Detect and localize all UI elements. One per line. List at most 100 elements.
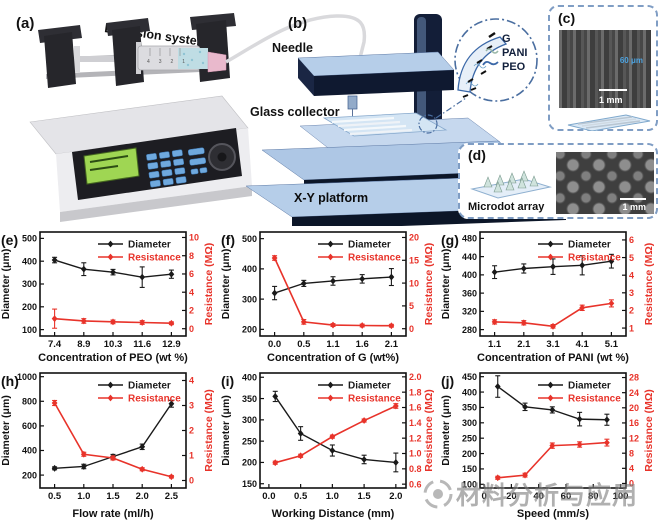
scale-bar [599, 89, 627, 91]
inset-legend-peo: PEO [502, 61, 526, 73]
svg-text:(h): (h) [1, 373, 19, 389]
needle [347, 95, 358, 110]
printed-lines-illustration [567, 114, 651, 131]
svg-text:0.6: 0.6 [409, 479, 422, 489]
svg-text:2: 2 [629, 306, 634, 316]
svg-text:1.6: 1.6 [409, 403, 422, 413]
svg-text:10: 10 [189, 233, 199, 243]
svg-text:8.9: 8.9 [77, 339, 90, 350]
svg-text:1.1: 1.1 [488, 339, 502, 350]
extrusion-system-schematic: (a) Extrusion system [16, 13, 367, 222]
svg-text:360: 360 [462, 288, 477, 298]
svg-text:2.0: 2.0 [389, 491, 402, 502]
svg-text:(e): (e) [1, 232, 18, 248]
svg-text:0: 0 [189, 476, 194, 486]
svg-text:Resistance (MΩ): Resistance (MΩ) [423, 243, 435, 326]
svg-text:400: 400 [242, 264, 257, 274]
schematic-illustration: (a) Extrusion system [16, 13, 567, 230]
svg-text:80: 80 [588, 491, 599, 502]
panel-b-letter: (b) [288, 15, 307, 32]
g-flake-icon [488, 31, 496, 39]
svg-text:800: 800 [22, 396, 37, 406]
svg-text:250: 250 [242, 436, 257, 446]
svg-text:500: 500 [242, 234, 257, 244]
svg-text:1: 1 [189, 451, 194, 461]
panel-d: (d) Microdot array 1 mm [458, 143, 658, 219]
svg-text:(j): (j) [441, 373, 454, 389]
svg-text:2: 2 [189, 426, 194, 436]
svg-text:2.5: 2.5 [165, 491, 179, 502]
svg-text:Diameter (μm): Diameter (μm) [220, 395, 232, 466]
svg-text:300: 300 [242, 294, 257, 304]
scale-bar-label: 1 mm [599, 95, 623, 105]
svg-text:(f): (f) [221, 232, 235, 248]
svg-text:200: 200 [22, 302, 37, 312]
svg-text:Resistance: Resistance [128, 394, 181, 405]
svg-text:Diameter: Diameter [128, 240, 171, 251]
svg-text:3.1: 3.1 [546, 339, 560, 350]
svg-text:2.0: 2.0 [409, 372, 422, 382]
svg-text:0.8: 0.8 [409, 464, 422, 474]
inset-legend-pani: PANI [502, 47, 527, 59]
svg-text:100: 100 [613, 491, 629, 502]
svg-text:Resistance: Resistance [128, 253, 181, 264]
inset-legend-g: G [502, 33, 511, 45]
svg-text:1.0: 1.0 [409, 449, 422, 459]
svg-text:Concentration of PEO (wt %): Concentration of PEO (wt %) [38, 352, 188, 364]
svg-text:Resistance: Resistance [568, 253, 621, 264]
svg-text:24: 24 [629, 388, 639, 398]
svg-text:1.0: 1.0 [326, 491, 339, 502]
svg-text:0: 0 [629, 479, 634, 489]
svg-text:400: 400 [462, 270, 477, 280]
svg-text:10: 10 [409, 278, 419, 288]
svg-text:20: 20 [409, 233, 419, 243]
panel-c-letter: (c) [558, 10, 576, 26]
svg-text:280: 280 [462, 325, 477, 335]
svg-text:400: 400 [22, 446, 37, 456]
scale-bar-label: 1 mm [622, 202, 646, 212]
svg-text:4.1: 4.1 [576, 339, 590, 350]
svg-text:300: 300 [462, 418, 477, 428]
syringe-scale-marks: 4 3 2 1 [147, 59, 185, 65]
panel-a-letter: (a) [16, 15, 34, 32]
chart-peo-concentration: (e) 100 200 300 400 500 0 2 4 6 8 10 7.4 8.9 10.3 11.6 1… [0, 225, 220, 371]
svg-text:20: 20 [629, 403, 639, 413]
chart-pani-concentration: (g) 280 320 360 400 440 480 1 2 3 4 5 6 1.1 2.1 3.1 4.1 5… [440, 225, 660, 371]
svg-text:200: 200 [22, 470, 37, 480]
svg-text:100: 100 [22, 325, 37, 335]
svg-text:Working Distance (mm): Working Distance (mm) [272, 508, 395, 520]
svg-text:8: 8 [629, 448, 634, 458]
svg-text:Diameter (μm): Diameter (μm) [220, 249, 232, 320]
peo-chain-icon [482, 60, 499, 66]
svg-text:12.9: 12.9 [162, 339, 181, 350]
svg-text:250: 250 [462, 433, 477, 443]
chart-flow-rate: (h) 200 400 600 800 1000 0 1 2 3 4 0.5 1.0 1.5 2.0 2.5 D… [0, 366, 220, 522]
printed-lines-sem-image: 60 μm 1 mm [559, 30, 651, 108]
svg-text:400: 400 [22, 256, 37, 266]
chart-g-concentration: (f) 200 300 400 500 0 5 10 15 20 0.0 0.5 1.1 1.6 2.1 Di… [220, 225, 440, 371]
pani-chain-icon [485, 48, 499, 54]
svg-text:150: 150 [242, 479, 257, 489]
svg-text:200: 200 [242, 325, 257, 335]
svg-text:Resistance (MΩ): Resistance (MΩ) [643, 389, 655, 472]
svg-text:7.4: 7.4 [48, 339, 62, 350]
svg-text:6: 6 [629, 235, 634, 245]
svg-text:0: 0 [189, 324, 194, 334]
svg-text:480: 480 [462, 234, 477, 244]
svg-text:0.0: 0.0 [268, 339, 281, 350]
glass-collector-label: Glass collector [250, 105, 340, 119]
svg-text:150: 150 [462, 464, 477, 474]
svg-text:350: 350 [242, 394, 257, 404]
svg-text:28: 28 [629, 373, 639, 383]
svg-text:200: 200 [462, 449, 477, 459]
svg-text:Diameter (μm): Diameter (μm) [0, 249, 12, 320]
svg-text:600: 600 [22, 421, 37, 431]
microdot-sem-image: 1 mm [556, 152, 654, 214]
line-width-annotation: 60 μm [619, 56, 643, 65]
pump-keypad [146, 147, 208, 188]
svg-text:Speed (mm/s): Speed (mm/s) [517, 508, 589, 520]
svg-text:16: 16 [629, 418, 639, 428]
microdot-array-label: Microdot array [468, 201, 545, 213]
svg-text:Resistance (MΩ): Resistance (MΩ) [203, 389, 215, 472]
